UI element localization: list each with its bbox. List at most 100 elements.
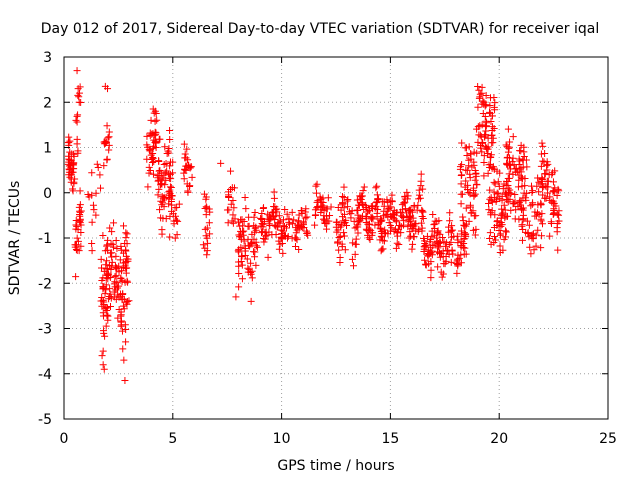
scatter-marks [64,67,563,385]
data-point [422,241,430,249]
data-point [535,210,543,218]
data-point [365,227,373,235]
x-tick-label: 20 [490,431,508,447]
data-point [495,227,503,235]
data-point [303,229,311,237]
data-point [390,227,398,235]
data-point [88,169,96,177]
data-point [106,249,114,257]
data-point [99,361,107,369]
data-point [459,213,467,221]
data-point [160,161,168,169]
data-point [553,192,561,200]
data-point [520,189,528,197]
data-point [553,210,561,218]
data-point [519,226,527,234]
data-point [76,217,84,225]
data-point [180,140,188,148]
data-point [417,182,425,190]
data-point [431,240,439,248]
data-point [448,246,456,254]
data-point [537,244,545,252]
data-point [385,219,393,227]
data-point [223,206,231,214]
data-point [235,270,243,278]
data-point [486,109,494,117]
data-point [105,261,113,269]
data-point [201,204,209,212]
data-point [108,228,116,236]
data-point [115,282,123,290]
data-point [94,164,102,172]
data-point [519,156,527,164]
data-point [428,247,436,255]
data-point [447,233,455,241]
data-point [487,151,495,159]
data-point [336,254,344,262]
data-point [359,187,367,195]
data-point [442,242,450,250]
data-point [480,152,488,160]
data-point [251,208,259,216]
data-point [267,214,275,222]
data-point [235,283,243,291]
x-tick-label: 0 [60,431,69,447]
data-point [274,223,282,231]
data-point [474,82,482,90]
data-point [409,240,417,248]
data-point [112,272,120,280]
data-point [477,144,485,152]
data-point [435,217,443,225]
data-point [298,210,306,217]
data-point [534,226,542,234]
data-point [280,216,288,224]
data-point [76,216,84,224]
data-point [98,352,106,360]
data-point [232,293,240,301]
data-point [165,200,173,208]
data-point [163,167,171,175]
data-point [106,285,114,293]
data-point [490,233,498,241]
data-point [486,195,494,203]
data-point [435,249,443,257]
data-point [476,131,484,139]
data-point [72,221,80,229]
data-point [227,167,235,175]
data-point [493,217,501,225]
data-point [529,235,537,243]
data-point [484,134,492,142]
data-point [159,198,167,206]
data-point [88,218,96,226]
data-point [341,219,349,227]
data-point [544,177,552,185]
data-point [400,217,408,225]
data-point [97,297,105,305]
data-point [430,221,438,229]
data-point [486,186,494,194]
data-point [311,221,319,229]
data-point [103,242,111,250]
data-point [498,205,506,213]
x-tick-label: 10 [273,431,291,447]
data-point [405,234,413,242]
data-point [157,180,165,188]
data-point [393,239,401,247]
data-point [472,212,480,220]
data-point [71,175,79,183]
data-point [225,193,233,201]
data-point [390,211,398,219]
data-point [483,119,491,127]
data-point [66,137,74,145]
data-point [275,245,283,253]
data-point [373,209,381,217]
data-point [102,281,110,289]
data-point [106,290,114,298]
data-point [360,183,368,191]
data-point [188,173,196,181]
data-point [446,209,454,217]
data-point [502,228,510,236]
data-point [273,205,281,213]
